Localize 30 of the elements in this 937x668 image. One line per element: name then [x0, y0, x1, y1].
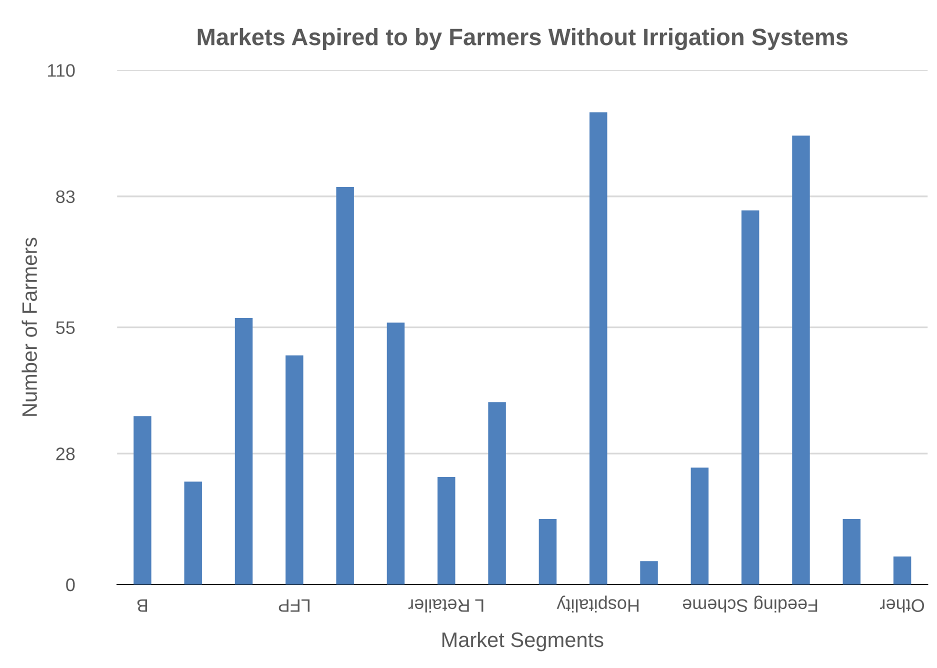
x-tick-label: Feeding Scheme — [682, 596, 818, 612]
bar — [336, 187, 354, 584]
bar — [234, 318, 253, 584]
bar — [184, 482, 202, 584]
chart-title: Markets Aspired to by Farmers Without Irrigation Systems — [198, 28, 848, 50]
bar — [741, 210, 760, 584]
x-tick-label: B — [137, 599, 147, 612]
bar — [134, 416, 152, 584]
y-tick-label: 83 — [56, 190, 75, 204]
x-tick-label: Hospitality — [556, 596, 639, 612]
bar — [690, 468, 709, 584]
y-tick-label: 0 — [66, 578, 75, 592]
y-tick-label: 110 — [48, 64, 75, 77]
bar — [589, 112, 608, 584]
x-tick-label: Other — [880, 599, 924, 612]
x-tick-label: L Retailer — [408, 599, 484, 612]
y-tick-label: 55 — [56, 321, 75, 334]
bar — [438, 476, 456, 584]
x-tick-label: LFP — [278, 599, 310, 612]
bar — [538, 519, 557, 584]
x-axis-title: Market Segments — [442, 632, 604, 652]
bar — [792, 136, 810, 584]
bar — [386, 322, 405, 584]
y-tick-label: 28 — [56, 448, 75, 460]
bar — [488, 402, 506, 584]
bar — [893, 556, 912, 584]
bar — [286, 355, 304, 584]
y-axis-title: Number of Farmers — [22, 238, 37, 416]
bar — [640, 561, 658, 584]
bar — [842, 519, 861, 584]
